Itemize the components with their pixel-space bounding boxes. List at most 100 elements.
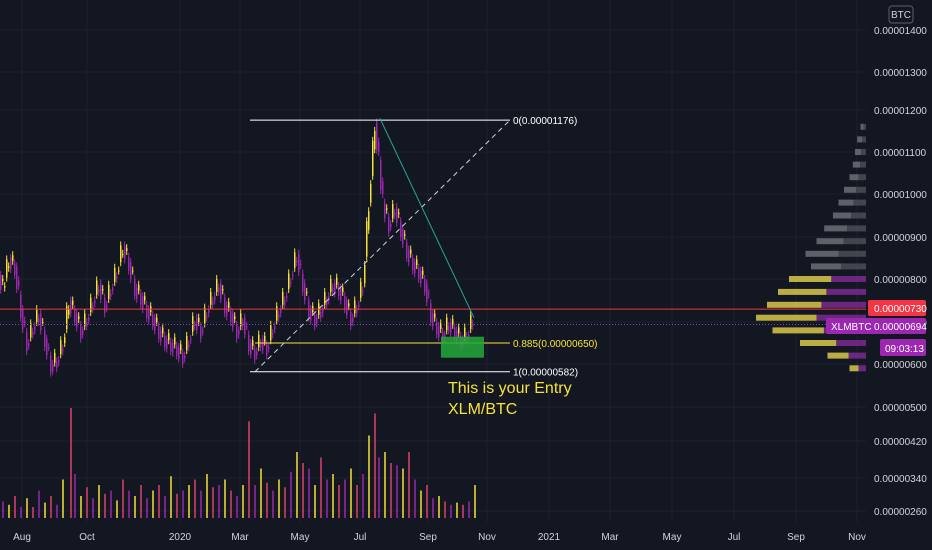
candle-body <box>166 338 168 349</box>
candle-body <box>18 280 20 287</box>
candle-body <box>390 224 392 227</box>
volume-profile-row <box>833 212 852 219</box>
candle-body <box>162 327 164 334</box>
volume-bar <box>164 496 166 518</box>
volume-bar <box>368 435 370 518</box>
volume-bar <box>116 500 118 518</box>
candle-body <box>138 284 140 291</box>
candle-body <box>376 122 378 150</box>
candle-body <box>348 303 350 307</box>
candle-body <box>60 340 62 355</box>
volume-profile-row <box>789 276 832 282</box>
candle-body <box>428 293 430 295</box>
volume-bar <box>326 479 328 518</box>
candle-body <box>178 347 180 359</box>
volume-profile-row <box>767 301 822 308</box>
volume-bar <box>320 457 322 518</box>
volume-bar <box>74 474 76 518</box>
candle-body <box>44 330 46 348</box>
candle-body <box>254 348 256 360</box>
candle-body <box>260 343 262 348</box>
volume-bar <box>56 504 58 518</box>
volume-bar <box>456 502 458 518</box>
candle-body <box>24 320 26 324</box>
candle-body <box>214 296 216 301</box>
candle-body <box>340 287 342 301</box>
candle-body <box>332 287 334 292</box>
volume-profile-row <box>805 250 839 257</box>
currency-badge[interactable] <box>888 5 914 24</box>
volume-bar <box>374 413 376 518</box>
volume-bar <box>32 507 34 518</box>
candle-body <box>342 287 344 292</box>
volume-bar <box>420 490 422 518</box>
candle-body <box>168 333 170 341</box>
candle-body <box>298 253 300 272</box>
volume-profile-row-sell <box>816 314 866 321</box>
candle-body <box>70 300 72 314</box>
candle-body <box>248 334 250 352</box>
candle-body <box>172 343 174 353</box>
candle-body <box>244 317 246 335</box>
candle-body <box>396 206 398 223</box>
candle-body <box>264 336 266 342</box>
volume-bar <box>438 496 440 518</box>
candle-body <box>310 309 312 321</box>
candle-body <box>222 289 224 291</box>
candle-body <box>92 306 94 310</box>
candle-body <box>58 359 60 363</box>
candle-body <box>382 181 384 194</box>
candle-body <box>290 281 292 284</box>
candle-body <box>378 141 380 152</box>
candle-body <box>360 281 362 298</box>
volume-bar <box>92 498 94 518</box>
candle-body <box>294 252 296 268</box>
candle-body <box>400 221 402 237</box>
timer-tag-value: 09:03:13 <box>885 344 924 355</box>
candle-body <box>344 296 346 310</box>
volume-profile-row <box>816 238 844 245</box>
candle-body <box>26 331 28 352</box>
volume-bar <box>254 485 256 518</box>
candle-body <box>366 221 368 257</box>
time-axis[interactable]: Aug Oct 2020 Mar May Jul Sep Nov 2021 Mar May Jul Se… <box>13 532 866 543</box>
volume-bar <box>242 485 244 518</box>
volume-bar <box>140 485 142 518</box>
candle-body <box>412 258 414 271</box>
candle-body <box>374 131 376 150</box>
price-axis-tick: 0.00001300 <box>874 68 927 79</box>
candle-body <box>226 304 228 317</box>
volume-profile-row <box>844 186 857 193</box>
candle-body <box>468 334 470 338</box>
volume-bar <box>50 496 52 518</box>
volume-bar <box>2 501 4 518</box>
volume-bar <box>468 501 470 518</box>
time-axis-tick: Jul <box>728 532 741 543</box>
candle-body <box>416 259 418 265</box>
volume-bar <box>128 490 130 518</box>
candle-body <box>220 283 222 300</box>
fib-level-label-mid: 0.885(0.00000650) <box>513 339 598 350</box>
candle-body <box>316 317 318 324</box>
volume-bar <box>408 452 410 518</box>
candle-body <box>40 313 42 331</box>
candle-body <box>388 216 390 233</box>
time-axis-tick: 2020 <box>169 532 192 543</box>
candle-body <box>450 322 452 334</box>
volume-profile-row <box>811 263 842 270</box>
candle-body <box>62 348 64 352</box>
candle-body <box>184 355 186 359</box>
candle-body <box>266 344 268 356</box>
price-axis-tick: 0.00000500 <box>874 403 927 414</box>
candle-body <box>42 322 44 323</box>
candle-body <box>292 274 294 277</box>
price-line-tag <box>868 300 926 316</box>
volume-profile-row-sell <box>861 149 866 155</box>
candle-body <box>216 279 218 292</box>
price-axis-tick: 0.00001100 <box>874 148 927 159</box>
candle-body <box>90 297 92 312</box>
volume-profile-row-sell <box>847 225 866 232</box>
candle-body <box>180 344 182 350</box>
